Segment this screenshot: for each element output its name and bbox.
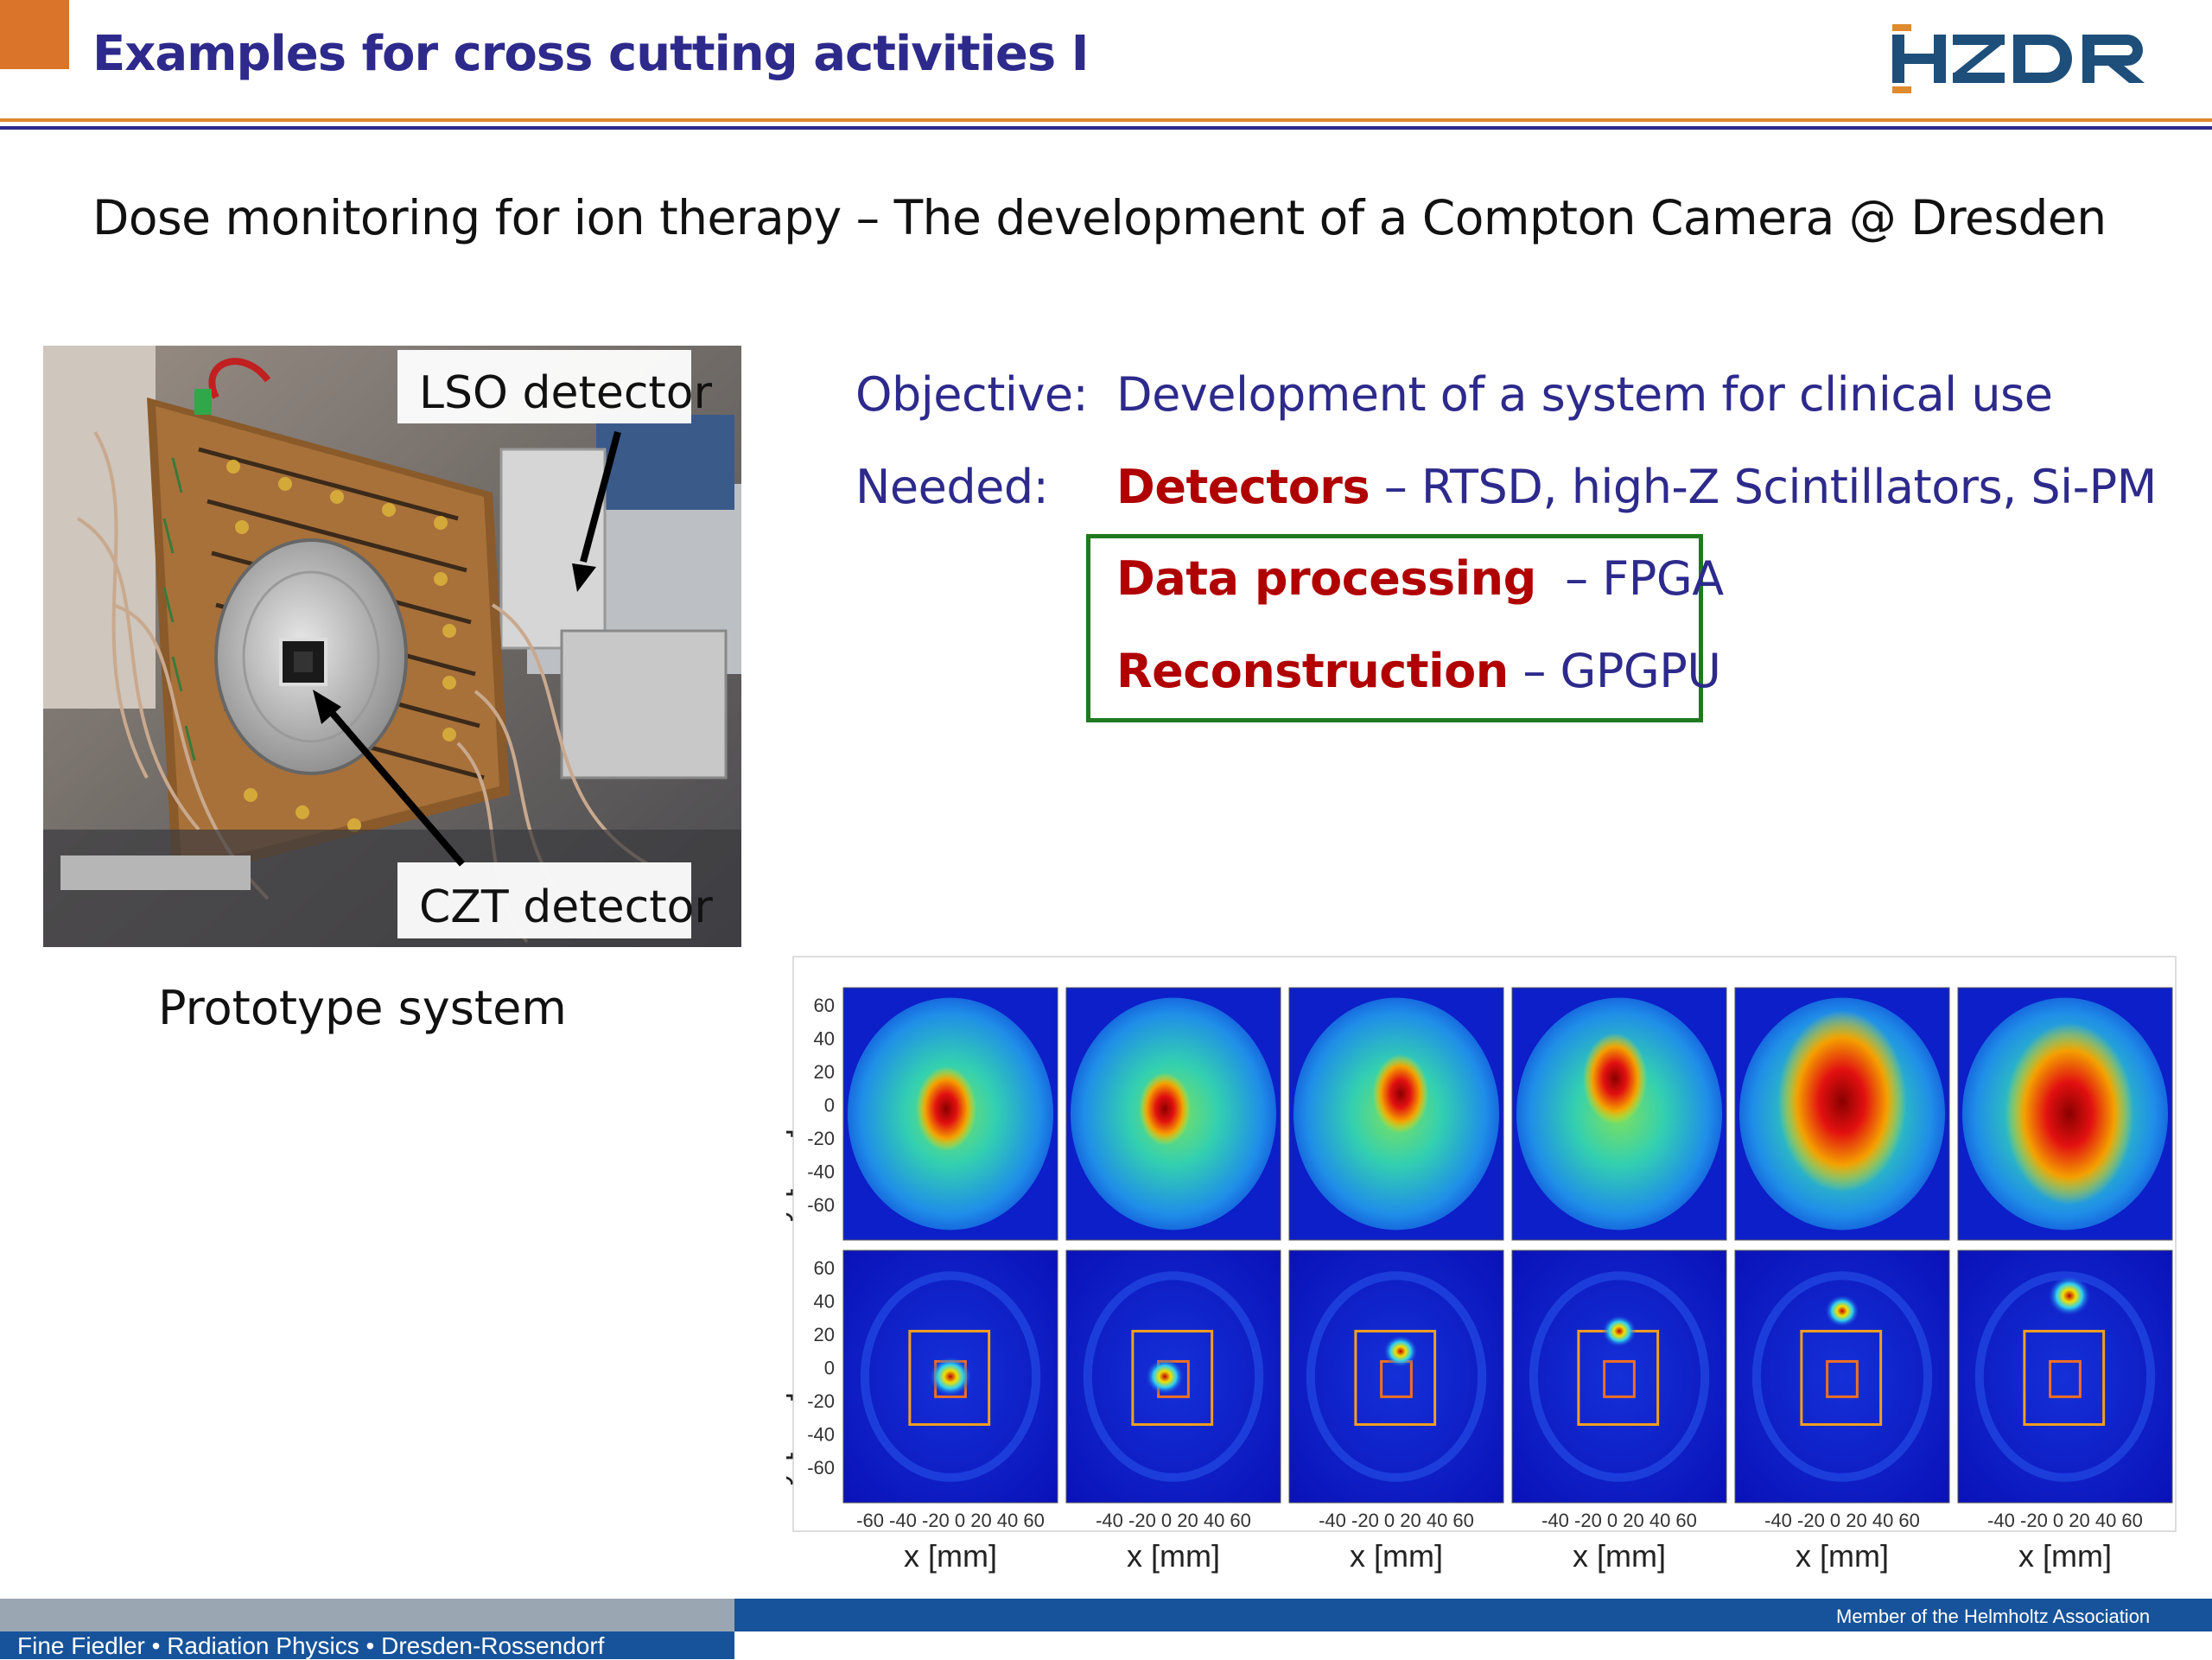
reconstruction-panel [1065,1250,1281,1504]
y-tick-label: -60 [807,1194,835,1216]
prompt-gamma-panel [1511,987,1727,1241]
footer-gray-strip [0,1599,734,1631]
reconstruction-line: Reconstruction – GPGPU [1116,644,1721,698]
header-rule-blue [0,126,2212,130]
y-tick-label: -20 [807,1128,835,1149]
y-tick-label: -40 [807,1161,835,1183]
y-tick-label: 40 [814,1028,835,1050]
prompt-gamma-panel [1957,987,2173,1241]
x-tick-labels: -60 -40 -20 0 20 40 60 [856,1510,1045,1531]
needed-label: Needed: [855,460,1049,514]
x-tick-labels: -40 -20 0 20 40 60 [1096,1510,1251,1531]
detectors-term: Detectors [1116,460,1370,514]
reconstruction-panel [1511,1250,1727,1504]
y-tick-label: 40 [814,1291,835,1313]
y-tick-label: 60 [814,995,835,1016]
reconstruction-figure: 60 40 20 0 -20 -40 -60 60 40 20 0 -20 -40 -60 -60 -40 … [786,956,2177,1574]
x-axis-label: x [mm] [1796,1538,1889,1574]
slide-title: Examples for cross cutting activities I [92,26,1090,82]
prototype-caption: Prototype system [158,981,567,1035]
y-tick-label: 0 [824,1095,835,1116]
slide-subtitle: Dose monitoring for ion therapy – The de… [92,190,2107,245]
reconstruction-panel [1734,1250,1950,1504]
prompt-gamma-panel [842,987,1058,1241]
header-rule-orange [0,118,2212,122]
y-tick-label: -20 [807,1390,835,1412]
hzdr-logo [1892,24,2145,93]
y-tick-label: 0 [824,1358,835,1379]
data-processing-detail: – FPGA [1535,551,1724,606]
y-tick-label: 20 [814,1324,835,1345]
x-tick-labels: -40 -20 0 20 40 60 [1987,1510,2143,1531]
y-tick-label: -40 [807,1424,835,1446]
x-tick-labels: -40 -20 0 20 40 60 [1541,1510,1697,1531]
x-tick-labels: -40 -20 0 20 40 60 [1764,1510,1920,1531]
panel-grid: 60 40 20 0 -20 -40 -60 60 40 20 0 -20 -40 -60 -60 -40 … [807,987,2173,1574]
objective-text: Development of a system for clinical use [1116,367,2053,422]
objective-label: Objective: [855,367,1089,422]
prompt-gamma-panel [1065,987,1281,1241]
y-axis-label-top: y [mm] [786,1129,793,1222]
y-tick-label: 60 [814,1257,835,1279]
data-processing-term: Data processing [1116,551,1536,606]
x-axis-label: x [mm] [2018,1538,2112,1574]
czt-detector-label: CZT detector [419,881,713,933]
corner-accent [0,0,69,69]
needed-detectors-line: Detectors – RTSD, high-Z Scintillators, … [1116,460,2157,514]
footer-left-band [0,1631,734,1659]
x-tick-labels: -40 -20 0 20 40 60 [1319,1510,1474,1531]
reconstruction-term: Reconstruction [1116,644,1509,698]
x-axis-label: x [mm] [904,1538,997,1574]
reconstruction-panel [842,1250,1058,1504]
footer-presenter: Fine Fiedler • Radiation Physics • Dresd… [17,1632,605,1659]
data-processing-line: Data processing – FPGA [1116,551,1724,606]
reconstruction-panel [1288,1250,1504,1504]
prompt-gamma-panel [1734,987,1950,1241]
y-tick-label: 20 [814,1061,835,1083]
reconstruction-detail: – GPGPU [1508,644,1721,698]
detectors-detail: – RTSD, high-Z Scintillators, Si-PM [1370,460,2158,514]
highlight-box [1086,534,1703,722]
y-tick-label: -60 [807,1457,835,1479]
reconstruction-panel [1957,1250,2173,1504]
prompt-gamma-panel [1288,987,1504,1241]
x-axis-label: x [mm] [1127,1538,1220,1574]
prototype-photo: LSO detector CZT detector [43,346,741,947]
y-axis-label-bottom: y [mm] [786,1392,793,1485]
lso-detector-label: LSO detector [419,367,713,419]
x-axis-label: x [mm] [1573,1538,1666,1574]
footer-association: Member of the Helmholtz Association [1836,1606,2151,1627]
x-axis-label: x [mm] [1350,1538,1443,1574]
